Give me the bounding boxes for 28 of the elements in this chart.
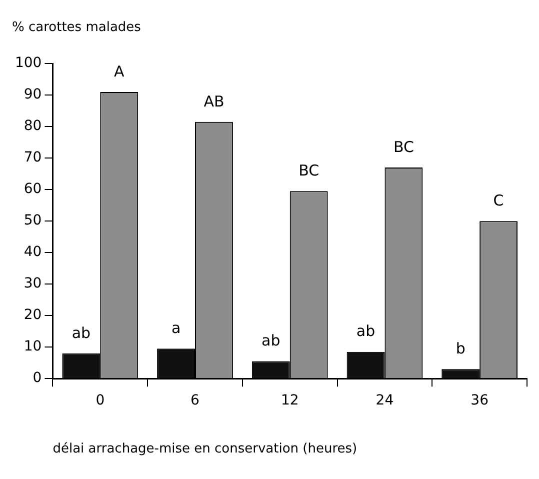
y-tick-label: 0 [32, 370, 42, 386]
x-tick-label: 24 [376, 392, 394, 409]
y-tick-label: 90 [24, 86, 42, 103]
annotation: a [171, 319, 181, 338]
y-tick-label: 100 [14, 55, 42, 72]
x-tick-label: 12 [280, 392, 299, 409]
y-tick-label: 60 [24, 181, 42, 198]
y-tick-label: 70 [24, 150, 42, 166]
y-axis-title: % carottes malades [12, 20, 142, 36]
y-tick-label: 20 [24, 307, 42, 324]
y-tick-label: 80 [24, 118, 42, 134]
y-tick-label: 30 [24, 276, 42, 292]
annotation: AB [204, 92, 224, 110]
annotation: BC [298, 162, 320, 180]
x-axis-title: délai arrachage-mise en conservation (heures) [52, 442, 358, 457]
annotation: ab [356, 322, 376, 340]
x-tick-label: 36 [470, 392, 489, 409]
annotation: ab [262, 332, 280, 350]
x-tick-label: 6 [190, 392, 200, 409]
x-tick-label: 0 [96, 392, 105, 409]
y-tick-label: 40 [24, 244, 42, 260]
annotation: b [456, 340, 466, 358]
y-tick-label: 50 [24, 212, 42, 229]
annotation: ab [72, 324, 91, 342]
annotation: BC [393, 138, 414, 156]
y-tick-label: 10 [24, 338, 42, 355]
annotation: C [493, 191, 504, 210]
annotation: A [114, 62, 125, 80]
